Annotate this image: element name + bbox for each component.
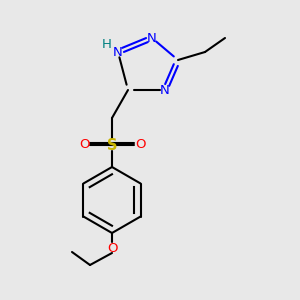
Text: O: O: [135, 139, 145, 152]
Text: O: O: [107, 242, 117, 254]
Text: N: N: [147, 32, 157, 44]
Text: S: S: [107, 137, 117, 152]
Text: N: N: [113, 46, 123, 59]
Text: N: N: [160, 83, 170, 97]
Text: O: O: [79, 139, 89, 152]
Text: H: H: [102, 38, 112, 50]
